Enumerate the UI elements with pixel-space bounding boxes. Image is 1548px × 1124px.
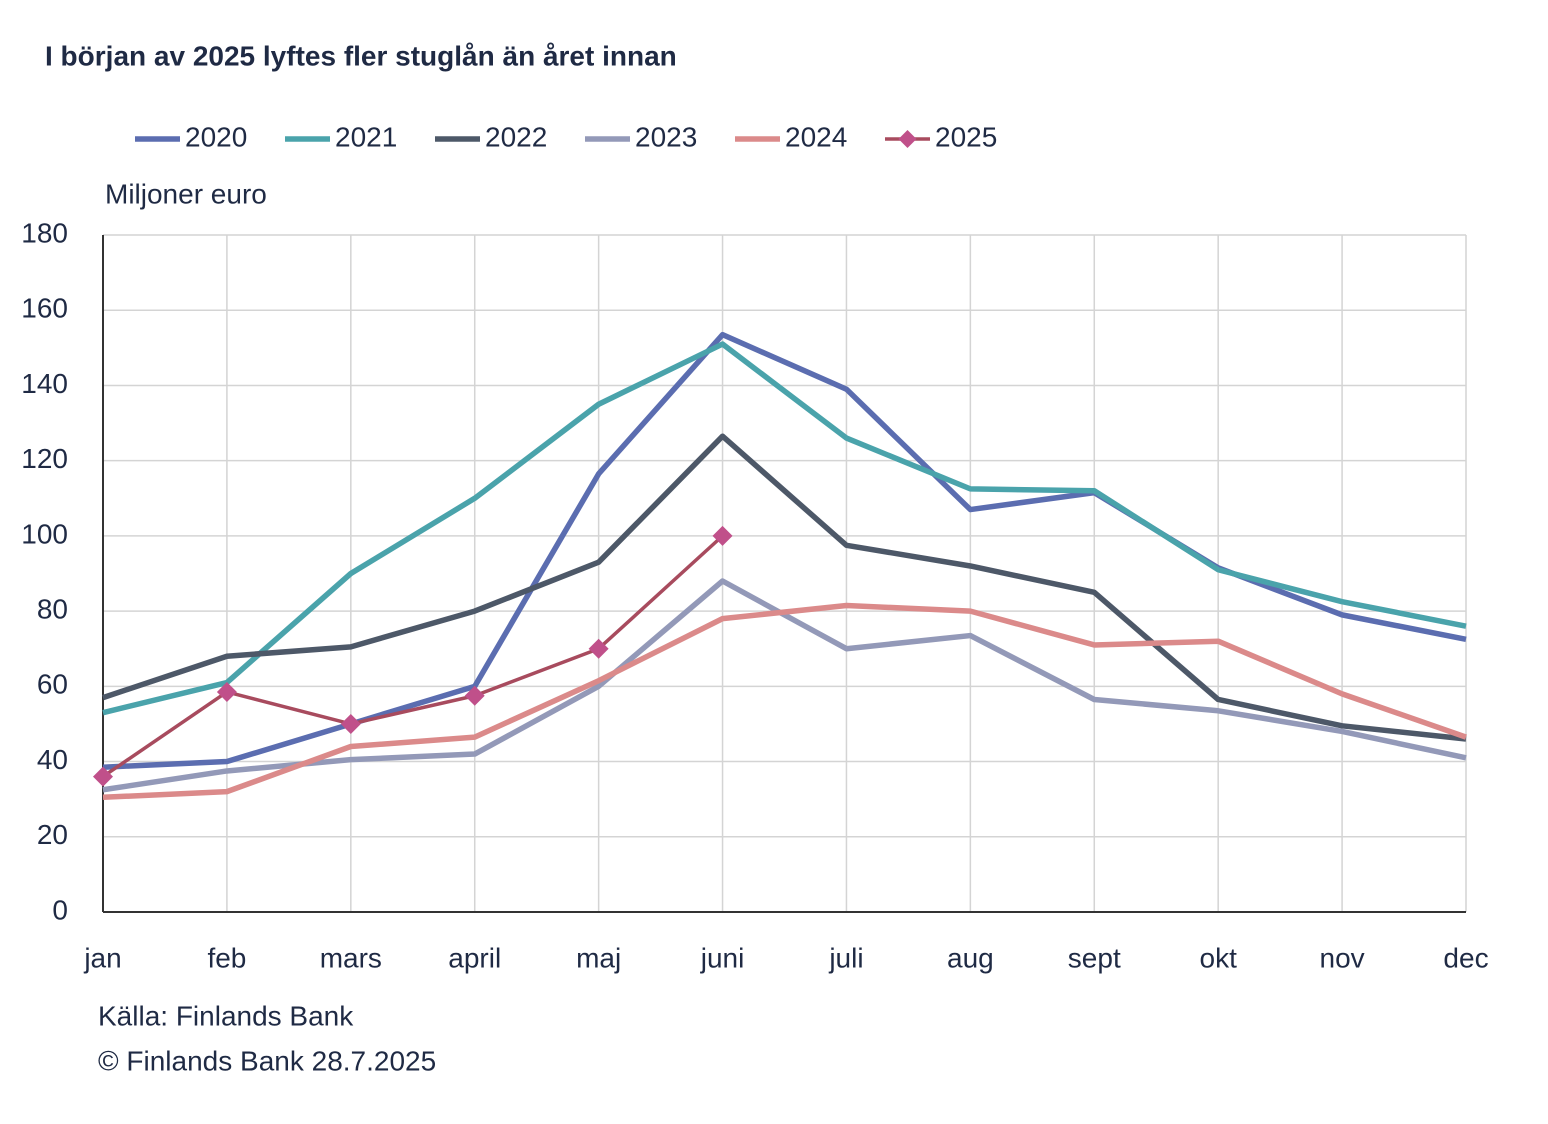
copyright: © Finlands Bank 28.7.2025	[98, 1045, 436, 1076]
y-tick-label: 180	[21, 217, 68, 248]
chart-title: I början av 2025 lyftes fler stuglån än …	[45, 40, 677, 71]
series-marker	[588, 638, 609, 659]
series-marker	[712, 525, 733, 546]
y-tick-label: 140	[21, 368, 68, 399]
legend-label: 2021	[335, 121, 397, 152]
series-marker	[216, 681, 237, 702]
x-tick-label: feb	[207, 942, 246, 973]
series-line	[102, 534, 724, 779]
x-tick-label: nov	[1320, 942, 1365, 973]
y-tick-label: 100	[21, 518, 68, 549]
x-tick-label: juli	[828, 942, 863, 973]
legend-label: 2025	[935, 121, 997, 152]
y-tick-label: 160	[21, 293, 68, 324]
legend-label: 2024	[785, 121, 847, 152]
x-tick-label: maj	[576, 942, 621, 973]
x-tick-label: mars	[320, 942, 382, 973]
y-tick-label: 120	[21, 443, 68, 474]
series-marker	[93, 766, 113, 787]
x-tick-label: april	[448, 942, 501, 973]
y-axis-label: Miljoner euro	[105, 178, 267, 209]
legend-marker	[898, 130, 917, 148]
x-tick-label: dec	[1443, 942, 1488, 973]
series-line	[102, 602, 1467, 801]
x-tick-label: sept	[1068, 942, 1121, 973]
legend-label: 2023	[635, 121, 697, 152]
source: Källa: Finlands Bank	[98, 1000, 354, 1031]
y-tick-label: 40	[37, 744, 68, 775]
series-marker	[340, 713, 361, 734]
legend-label: 2020	[185, 121, 247, 152]
y-tick-label: 0	[52, 894, 68, 925]
series-line	[102, 578, 1467, 793]
series-line	[102, 331, 1467, 770]
x-tick-label: okt	[1200, 942, 1238, 973]
series-marker	[464, 685, 485, 706]
y-tick-label: 60	[37, 669, 68, 700]
x-tick-label: jan	[83, 942, 121, 973]
x-tick-label: juni	[700, 942, 745, 973]
series-line	[102, 433, 1467, 742]
legend-label: 2022	[485, 121, 547, 152]
x-tick-label: aug	[947, 942, 994, 973]
y-tick-label: 20	[37, 819, 68, 850]
y-tick-label: 80	[37, 594, 68, 625]
series-line	[102, 341, 1467, 716]
